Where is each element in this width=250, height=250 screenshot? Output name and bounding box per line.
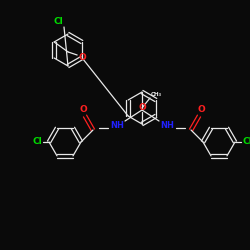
Text: O: O [197, 106, 205, 114]
Text: CH₃: CH₃ [150, 92, 162, 96]
Text: Cl: Cl [32, 138, 42, 146]
Text: Cl: Cl [53, 18, 63, 26]
Text: O: O [138, 104, 146, 112]
Text: NH: NH [160, 122, 174, 130]
Text: NH: NH [110, 122, 124, 130]
Text: O: O [78, 54, 86, 62]
Text: Cl: Cl [242, 138, 250, 146]
Text: O: O [79, 106, 87, 114]
